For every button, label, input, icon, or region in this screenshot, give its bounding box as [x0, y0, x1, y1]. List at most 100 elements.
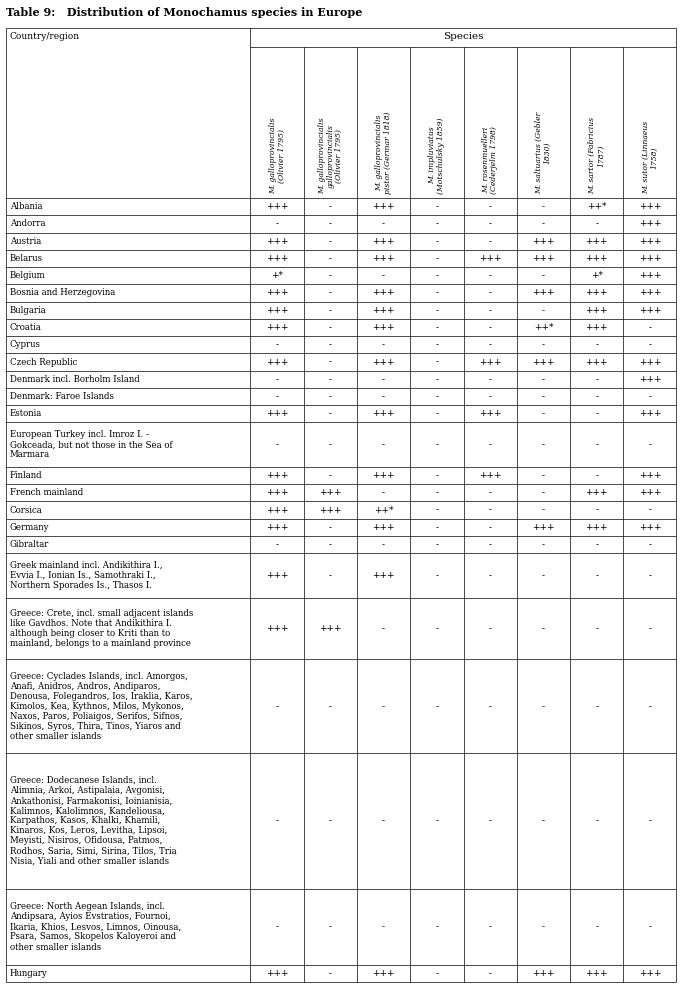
Text: +++: +++	[585, 523, 608, 532]
Text: -: -	[649, 392, 651, 401]
Text: -: -	[595, 923, 598, 932]
Text: -: -	[329, 969, 332, 978]
Text: -: -	[329, 254, 332, 263]
Text: -: -	[595, 392, 598, 401]
Text: -: -	[542, 441, 545, 450]
Text: -: -	[329, 374, 332, 383]
Text: Greece: Cyclades Islands, incl. Amorgos,
Anafi, Anidros, Andros, Andiparos,
Deno: Greece: Cyclades Islands, incl. Amorgos,…	[10, 672, 192, 741]
Text: +++: +++	[372, 358, 395, 367]
Text: +++: +++	[639, 305, 661, 315]
Text: -: -	[435, 624, 439, 633]
Text: +++: +++	[639, 374, 661, 383]
Text: -: -	[329, 409, 332, 418]
Text: +++: +++	[266, 506, 288, 515]
Text: Cyprus: Cyprus	[10, 340, 41, 350]
Text: -: -	[595, 701, 598, 710]
Text: Czech Republic: Czech Republic	[10, 358, 77, 367]
Text: -: -	[488, 392, 492, 401]
Text: -: -	[329, 203, 332, 211]
Text: -: -	[276, 540, 278, 549]
Text: -: -	[488, 923, 492, 932]
Text: -: -	[276, 923, 278, 932]
Text: -: -	[595, 409, 598, 418]
Text: -: -	[595, 374, 598, 383]
Text: +*: +*	[271, 271, 283, 281]
Text: -: -	[542, 816, 545, 825]
Text: Country/region: Country/region	[10, 32, 80, 41]
Text: M. impluviatus
(Motschulsky 1859): M. impluviatus (Motschulsky 1859)	[428, 118, 445, 194]
Text: Denmark: Faroe Islands: Denmark: Faroe Islands	[10, 392, 114, 401]
Text: +++: +++	[372, 203, 395, 211]
Text: -: -	[488, 624, 492, 633]
Text: -: -	[329, 523, 332, 532]
Text: +++: +++	[532, 237, 554, 246]
Text: +++: +++	[532, 358, 554, 367]
Text: -: -	[488, 816, 492, 825]
Text: -: -	[595, 441, 598, 450]
Text: +++: +++	[585, 288, 608, 297]
Text: -: -	[649, 701, 651, 710]
Text: +++: +++	[639, 358, 661, 367]
Text: -: -	[649, 923, 651, 932]
Text: Gibraltar: Gibraltar	[10, 540, 49, 549]
Text: +++: +++	[585, 305, 608, 315]
Text: +++: +++	[372, 323, 395, 332]
Text: +++: +++	[532, 288, 554, 297]
Text: ++*: ++*	[587, 203, 606, 211]
Text: -: -	[649, 506, 651, 515]
Text: -: -	[329, 288, 332, 297]
Text: -: -	[488, 441, 492, 450]
Text: +++: +++	[479, 471, 501, 480]
Text: +++: +++	[532, 969, 554, 978]
Text: +++: +++	[319, 488, 342, 497]
Text: +++: +++	[266, 237, 288, 246]
Text: +++: +++	[266, 358, 288, 367]
Text: +++: +++	[372, 409, 395, 418]
Text: +++: +++	[266, 409, 288, 418]
Text: -: -	[382, 374, 385, 383]
Text: M. sartor (Fabricius
1787): M. sartor (Fabricius 1787)	[589, 117, 605, 194]
Text: -: -	[595, 571, 598, 580]
Text: -: -	[329, 358, 332, 367]
Text: +++: +++	[639, 219, 661, 228]
Text: Belarus: Belarus	[10, 254, 43, 263]
Text: -: -	[542, 506, 545, 515]
Text: +++: +++	[532, 254, 554, 263]
Text: M. galloprovincialis
pistor (Germar 1818): M. galloprovincialis pistor (Germar 1818…	[375, 112, 392, 194]
Text: -: -	[435, 374, 439, 383]
Text: -: -	[329, 340, 332, 350]
Text: -: -	[435, 488, 439, 497]
Text: -: -	[329, 701, 332, 710]
Text: +++: +++	[639, 271, 661, 281]
Text: -: -	[329, 923, 332, 932]
Text: -: -	[488, 203, 492, 211]
Text: +++: +++	[639, 203, 661, 211]
Text: -: -	[435, 816, 439, 825]
Text: -: -	[435, 340, 439, 350]
Text: +++: +++	[266, 969, 288, 978]
Text: +++: +++	[372, 237, 395, 246]
Text: -: -	[435, 358, 439, 367]
Text: -: -	[542, 305, 545, 315]
Text: Austria: Austria	[10, 237, 41, 246]
Text: -: -	[382, 816, 385, 825]
Text: +++: +++	[585, 969, 608, 978]
Text: +++: +++	[372, 471, 395, 480]
Text: -: -	[435, 271, 439, 281]
Text: -: -	[435, 237, 439, 246]
Text: +++: +++	[372, 288, 395, 297]
Text: -: -	[435, 923, 439, 932]
Text: -: -	[435, 523, 439, 532]
Text: ++*: ++*	[374, 506, 394, 515]
Text: -: -	[435, 540, 439, 549]
Text: +++: +++	[266, 523, 288, 532]
Text: M. galloprovincialis
(Olivier 1795): M. galloprovincialis (Olivier 1795)	[269, 118, 285, 194]
Text: -: -	[488, 305, 492, 315]
Text: Estonia: Estonia	[10, 409, 42, 418]
Text: M. rosenmuelleri
(Cederjelm 1798): M. rosenmuelleri (Cederjelm 1798)	[482, 125, 499, 194]
Text: -: -	[542, 219, 545, 228]
Text: Greece: North Aegean Islands, incl.
Andipsara, Ayios Evstratios, Fournoi,
Ikaria: Greece: North Aegean Islands, incl. Andi…	[10, 902, 181, 951]
Text: +++: +++	[266, 488, 288, 497]
Text: -: -	[329, 392, 332, 401]
Text: +++: +++	[372, 305, 395, 315]
